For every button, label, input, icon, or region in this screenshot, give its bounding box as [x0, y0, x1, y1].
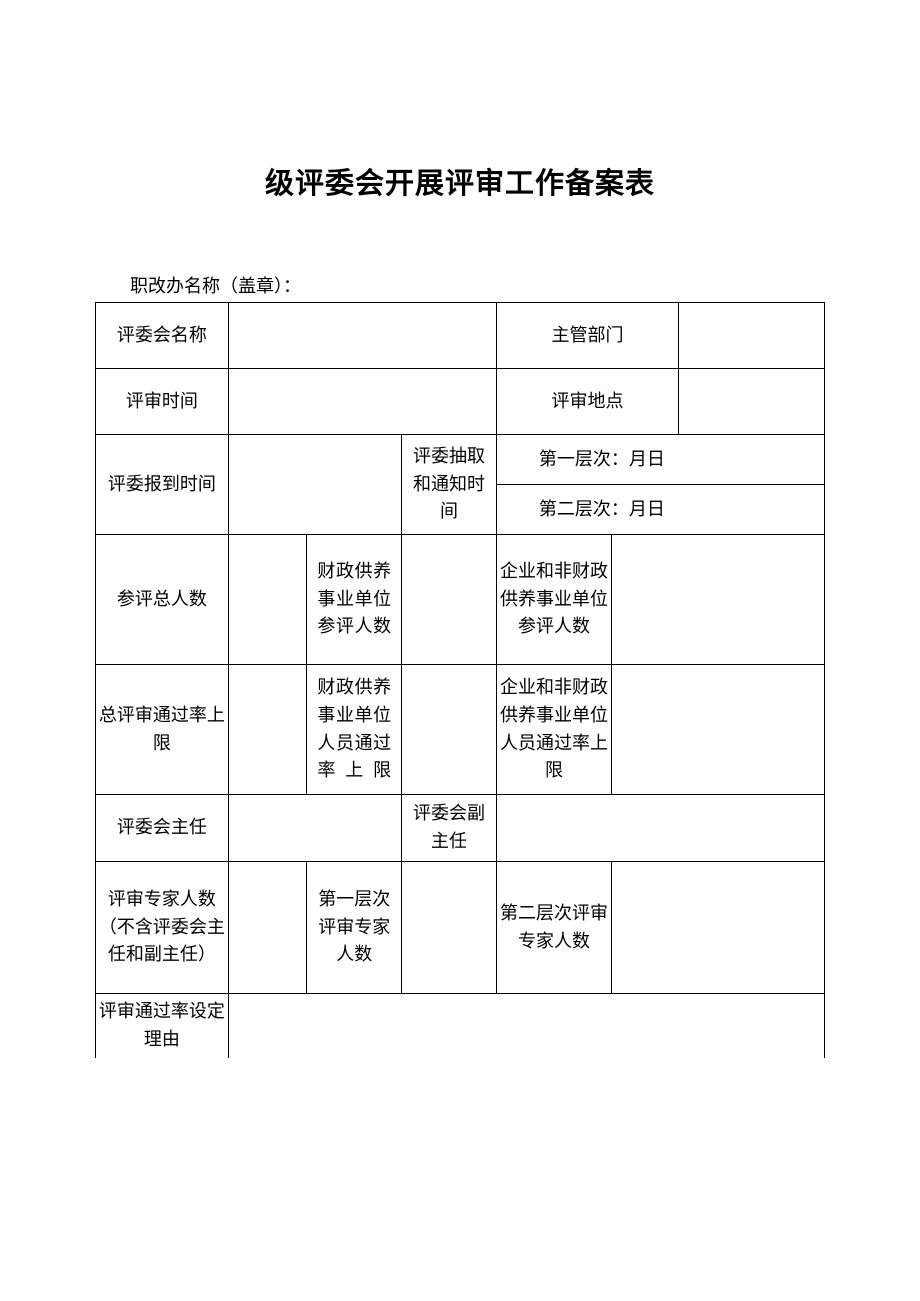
- value-total-pass-rate: [228, 665, 307, 795]
- value-fiscal-pass-rate: [402, 665, 497, 795]
- value-pass-rate-reason: [228, 994, 824, 1058]
- label-fiscal-unit-participants: 财政供养事业单位参评人数: [307, 535, 402, 665]
- value-reporting-time: [228, 435, 401, 535]
- label-total-participants: 参评总人数: [96, 535, 229, 665]
- label-chairman: 评委会主任: [96, 795, 229, 862]
- value-nonfiscal-pass-rate: [612, 665, 825, 795]
- page-container: 级评委会开展评审工作备案表 职改办名称（盖章）： 评委会名称 主管部门 评审时间…: [0, 0, 920, 1058]
- row-total-participants: 参评总人数 财政供养事业单位参评人数 企业和非财政供养事业单位参评人数: [96, 535, 825, 665]
- value-total-participants: [228, 535, 307, 665]
- label-committee-name: 评委会名称: [96, 303, 229, 369]
- label-level2-expert-count: 第二层次评审专家人数: [496, 862, 611, 994]
- value-nonfiscal-unit-participants: [612, 535, 825, 665]
- row-reporting-time-upper: 评委报到时间 评委抽取和通知时间 第一层次：月日: [96, 435, 825, 485]
- row-review-time: 评审时间 评审地点: [96, 369, 825, 435]
- subtitle-seal-line: 职改办名称（盖章）：: [130, 272, 825, 302]
- value-review-location: [679, 369, 825, 435]
- filing-form-table: 评委会名称 主管部门 评审时间 评审地点 评委报到时间 评委抽取和通知时间 第一…: [95, 302, 825, 1058]
- row-pass-rate-reason: 评审通过率设定理由: [96, 994, 825, 1058]
- row-expert-count: 评审专家人数（不含评委会主任和副主任） 第一层次评审专家人数 第二层次评审专家人…: [96, 862, 825, 994]
- row-chairman: 评委会主任 评委会副主任: [96, 795, 825, 862]
- level1-date-text: 第一层次：月日: [496, 435, 824, 485]
- label-pass-rate-reason: 评审通过率设定理由: [96, 994, 229, 1058]
- value-review-time: [228, 369, 496, 435]
- value-committee-name: [228, 303, 496, 369]
- page-title: 级评委会开展评审工作备案表: [95, 160, 825, 202]
- label-total-pass-rate: 总评审通过率上限: [96, 665, 229, 795]
- label-nonfiscal-unit-participants: 企业和非财政供养事业单位参评人数: [496, 535, 611, 665]
- value-department: [679, 303, 825, 369]
- value-expert-count: [228, 862, 307, 994]
- level2-date-text: 第二层次：月日: [496, 485, 824, 535]
- label-reporting-time: 评委报到时间: [96, 435, 229, 535]
- label-review-time: 评审时间: [96, 369, 229, 435]
- label-fiscal-pass-rate: 财政供养事业单位人员通过率上限: [307, 665, 402, 795]
- label-expert-count: 评审专家人数（不含评委会主任和副主任）: [96, 862, 229, 994]
- label-nonfiscal-pass-rate: 企业和非财政供养事业单位人员通过率上限: [496, 665, 611, 795]
- label-level1-expert-count: 第一层次评审专家人数: [307, 862, 402, 994]
- value-level2-expert-count: [612, 862, 825, 994]
- value-chairman: [228, 795, 401, 862]
- row-committee-name: 评委会名称 主管部门: [96, 303, 825, 369]
- label-review-location: 评审地点: [496, 369, 678, 435]
- label-vice-chairman: 评委会副主任: [402, 795, 497, 862]
- row-total-pass-rate: 总评审通过率上限 财政供养事业单位人员通过率上限 企业和非财政供养事业单位人员通…: [96, 665, 825, 795]
- label-draw-notify-time: 评委抽取和通知时间: [402, 435, 497, 535]
- value-vice-chairman: [496, 795, 824, 862]
- value-fiscal-unit-participants: [402, 535, 497, 665]
- label-department: 主管部门: [496, 303, 678, 369]
- value-level1-expert-count: [402, 862, 497, 994]
